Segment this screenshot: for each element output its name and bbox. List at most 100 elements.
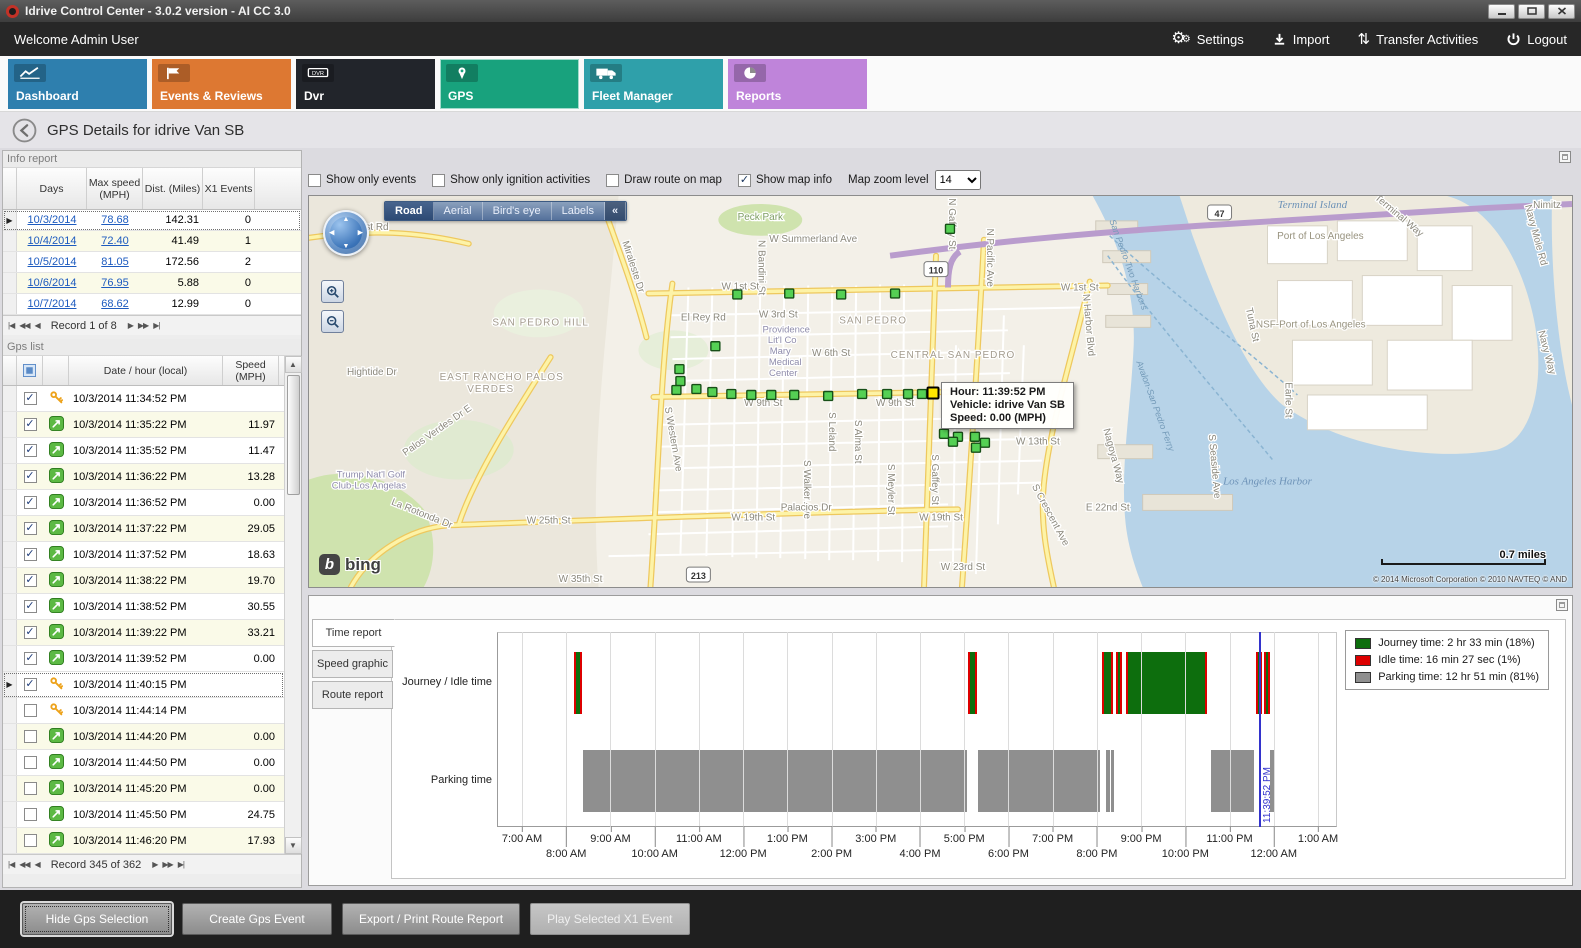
map-marker[interactable] xyxy=(766,389,777,401)
gps-list-row[interactable]: ✓ 10/3/2014 11:36:22 PM 13.28 xyxy=(3,464,284,490)
gps-list-row[interactable]: ✓ 10/3/2014 11:37:52 PM 18.63 xyxy=(3,542,284,568)
row-checkbox[interactable]: ✓ xyxy=(23,678,37,691)
gps-list-row[interactable]: 10/3/2014 11:45:20 PM 0.00 xyxy=(3,776,284,802)
play-selected-x1-event-button[interactable]: Play Selected X1 Event xyxy=(530,903,690,935)
next-group-button[interactable]: ▶▶ xyxy=(137,321,149,330)
minimize-button[interactable] xyxy=(1488,3,1515,19)
tab-reports[interactable]: Reports xyxy=(728,59,867,109)
back-button[interactable] xyxy=(12,118,37,143)
export-print-route-report-button[interactable]: Export / Print Route Report xyxy=(342,903,521,935)
row-checkbox[interactable]: ✓ xyxy=(23,574,37,587)
column-header-days[interactable]: Days xyxy=(17,168,87,209)
map-view-tab-labels[interactable]: Labels xyxy=(552,202,605,220)
gps-list-row[interactable]: ▶ ✓ 10/3/2014 11:40:15 PM xyxy=(3,672,284,698)
map-marker[interactable] xyxy=(881,388,893,400)
checkbox-box[interactable]: ✓ xyxy=(737,173,751,187)
map-marker[interactable] xyxy=(746,389,757,401)
tab-speed-graphic[interactable]: Speed graphic xyxy=(312,650,393,678)
map-view-tab-road[interactable]: Road xyxy=(385,202,434,220)
map-marker[interactable] xyxy=(970,442,982,453)
column-header-speed-mph[interactable]: Speed (MPH) xyxy=(223,356,279,385)
close-button[interactable] xyxy=(1548,3,1575,19)
row-checkbox[interactable] xyxy=(23,704,37,717)
map-marker[interactable] xyxy=(675,375,686,387)
gps-list-scrollbar[interactable]: ▲ ▼ xyxy=(284,356,302,854)
checkbox-show-only-events[interactable]: Show only events xyxy=(308,173,416,187)
last-page-button[interactable]: ▶| xyxy=(177,860,185,869)
tab-events-reviews[interactable]: Events & Reviews xyxy=(152,59,291,109)
map-view-tab-aerial[interactable]: Aerial xyxy=(434,202,483,220)
row-checkbox[interactable] xyxy=(23,834,37,847)
prev-page-button[interactable]: ◀ xyxy=(34,860,41,869)
gps-list-row[interactable]: ✓ 10/3/2014 11:35:22 PM 11.97 xyxy=(3,412,284,438)
map-container[interactable]: Crest Rd Peck Park W Summerland Ave Mirales… xyxy=(308,195,1573,588)
last-page-button[interactable]: ▶| xyxy=(153,321,160,330)
map-marker[interactable] xyxy=(856,388,868,400)
row-checkbox[interactable]: ✓ xyxy=(23,522,37,535)
create-gps-event-button[interactable]: Create Gps Event xyxy=(182,903,332,935)
checkbox-box[interactable] xyxy=(308,173,321,187)
map-marker[interactable] xyxy=(979,437,991,448)
map-zoom-select[interactable]: 14 xyxy=(934,170,981,190)
day-link[interactable]: 10/4/2014 xyxy=(27,235,77,247)
map-panel-maximize-button[interactable] xyxy=(1559,151,1571,163)
pan-west-icon[interactable]: ◀ xyxy=(329,229,335,237)
max-speed-link[interactable]: 72.40 xyxy=(101,235,129,247)
first-page-button[interactable]: |◀ xyxy=(8,860,15,869)
row-checkbox[interactable]: ✓ xyxy=(23,470,37,483)
map-zoom-in-button[interactable] xyxy=(321,280,344,303)
day-link[interactable]: 10/6/2014 xyxy=(27,277,77,289)
column-header-max-speed-mph[interactable]: Max speed (MPH) xyxy=(87,168,143,209)
gps-list-row[interactable]: ✓ 10/3/2014 11:36:52 PM 0.00 xyxy=(3,490,284,516)
map-marker[interactable] xyxy=(969,431,981,442)
map-marker[interactable] xyxy=(938,428,950,439)
gps-list-row[interactable]: ✓ 10/3/2014 11:34:52 PM xyxy=(3,386,284,412)
column-header-date-hour-local[interactable]: Date / hour (local) xyxy=(69,356,223,385)
prev-group-button[interactable]: ◀◀ xyxy=(19,321,30,330)
map-zoom-out-button[interactable] xyxy=(321,310,344,333)
row-checkbox[interactable] xyxy=(23,782,37,795)
map-marker[interactable] xyxy=(789,389,800,401)
row-checkbox[interactable]: ✓ xyxy=(23,652,37,665)
transfer-activities-button[interactable]: ⇅ Transfer Activities xyxy=(1358,32,1479,47)
day-link[interactable]: 10/3/2014 xyxy=(27,214,77,226)
map-collapse-button[interactable]: « xyxy=(605,202,627,220)
checkbox-show-only-ignition-activities[interactable]: Show only ignition activities xyxy=(432,173,590,187)
info-report-row[interactable]: 10/4/2014 72.40 41.49 1 xyxy=(3,231,301,252)
tab-time-report[interactable]: Time report xyxy=(312,619,395,647)
map-view-tab-bird-s-eye[interactable]: Bird's eye xyxy=(483,202,552,220)
map-marker-selected[interactable] xyxy=(926,386,940,400)
info-report-row[interactable]: ▶ 10/3/2014 78.68 142.31 0 xyxy=(3,210,301,231)
map-marker[interactable] xyxy=(947,436,959,447)
logout-button[interactable]: Logout xyxy=(1506,32,1567,47)
gps-list-row[interactable]: ✓ 10/3/2014 11:37:22 PM 29.05 xyxy=(3,516,284,542)
day-link[interactable]: 10/7/2014 xyxy=(27,298,77,310)
scroll-thumb[interactable] xyxy=(286,375,300,495)
map-marker[interactable] xyxy=(916,388,928,400)
map-marker[interactable] xyxy=(691,383,702,395)
checkbox-box[interactable] xyxy=(606,173,620,187)
row-checkbox[interactable]: ✓ xyxy=(23,444,37,457)
info-report-row[interactable]: 10/5/2014 81.05 172.56 2 xyxy=(3,252,301,273)
map-marker[interactable] xyxy=(944,223,956,235)
info-report-row[interactable]: 10/7/2014 68.62 12.99 0 xyxy=(3,294,301,315)
first-page-button[interactable]: |◀ xyxy=(8,321,15,330)
map-marker[interactable] xyxy=(710,341,721,352)
gps-list-row[interactable]: 10/3/2014 11:46:20 PM 17.93 xyxy=(3,828,284,854)
row-checkbox[interactable] xyxy=(23,808,37,821)
map-marker[interactable] xyxy=(671,384,682,396)
max-speed-link[interactable]: 81.05 xyxy=(101,256,129,268)
map-marker[interactable] xyxy=(902,388,914,400)
row-checkbox[interactable]: ✓ xyxy=(23,600,37,613)
scroll-up-arrow[interactable]: ▲ xyxy=(284,356,302,373)
map-marker[interactable] xyxy=(835,289,847,300)
map-marker[interactable] xyxy=(784,288,795,299)
gps-list-row[interactable]: 10/3/2014 11:45:50 PM 24.75 xyxy=(3,802,284,828)
select-all-checkbox[interactable] xyxy=(17,356,43,385)
column-header-x1-events[interactable]: X1 Events xyxy=(203,168,255,209)
gps-list-row[interactable]: 10/3/2014 11:44:50 PM 0.00 xyxy=(3,750,284,776)
max-speed-link[interactable]: 68.62 xyxy=(101,298,129,310)
tab-route-report[interactable]: Route report xyxy=(312,681,393,709)
pan-north-icon[interactable]: ▲ xyxy=(342,216,350,223)
